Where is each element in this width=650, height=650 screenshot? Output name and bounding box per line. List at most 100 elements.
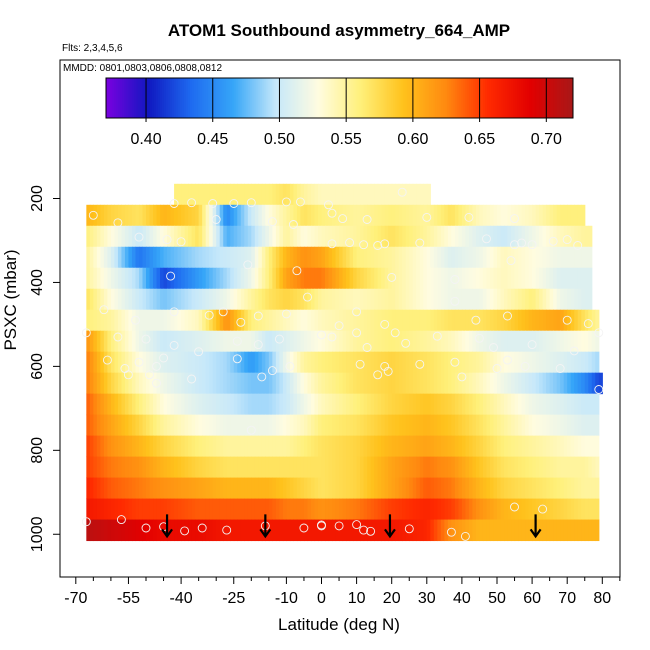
heatmap-cell <box>205 456 210 479</box>
heatmap-cell <box>131 288 137 311</box>
heatmap-cell <box>479 435 484 458</box>
colorbar-segment <box>295 78 299 118</box>
heatmap-cell <box>265 267 270 290</box>
heatmap-cell <box>497 393 502 416</box>
heatmap-cell <box>553 477 558 500</box>
heatmap-cell <box>293 309 298 332</box>
heatmap-cell <box>416 372 421 395</box>
heatmap-cell <box>433 372 438 395</box>
heatmap-cell <box>240 456 245 479</box>
heatmap-cell <box>500 330 505 353</box>
heatmap-cell <box>216 456 221 479</box>
heatmap-cell <box>279 393 284 416</box>
heatmap-cell <box>240 246 245 269</box>
heatmap-cell <box>377 246 382 269</box>
heatmap-cell <box>286 414 291 437</box>
heatmap-cell <box>128 225 133 248</box>
heatmap-cell <box>160 267 165 290</box>
heatmap-cell <box>177 477 182 500</box>
heatmap-cell <box>574 498 579 521</box>
heatmap-cell <box>209 393 214 416</box>
heatmap-cell <box>121 288 126 311</box>
heatmap-cell <box>475 498 481 521</box>
heatmap-cell <box>514 225 519 248</box>
heatmap-cell <box>107 225 112 248</box>
heatmap-cell <box>437 498 442 521</box>
colorbar-segment <box>505 78 508 118</box>
heatmap-cell <box>595 393 600 416</box>
colorbar-segment <box>417 78 420 118</box>
colorbar-segment <box>129 78 133 118</box>
colorbar-segment <box>285 78 289 118</box>
heatmap-cell <box>195 330 200 353</box>
heatmap-cell <box>265 372 270 395</box>
colorbar-segment <box>237 78 241 118</box>
x-tick-label: 60 <box>523 590 541 607</box>
heatmap-cell <box>581 435 586 458</box>
heatmap-cell <box>89 246 94 269</box>
heatmap-cell <box>447 309 452 332</box>
heatmap-cell <box>546 498 551 521</box>
heatmap-cell <box>317 309 323 332</box>
heatmap-cell <box>240 204 245 227</box>
heatmap-cell <box>486 414 491 437</box>
heatmap-cell <box>174 309 179 332</box>
heatmap-cell <box>367 183 372 206</box>
heatmap-cell <box>525 246 530 269</box>
colorbar-segment <box>251 78 255 118</box>
colorbar-segment <box>357 78 360 118</box>
heatmap-cell <box>332 498 337 521</box>
heatmap-cell <box>202 246 207 269</box>
heatmap-cell <box>584 309 589 332</box>
heatmap-cell <box>556 267 561 290</box>
heatmap-cell <box>388 267 393 290</box>
sample-point <box>257 372 267 382</box>
heatmap-cell <box>549 246 554 269</box>
heatmap-cell <box>433 330 438 353</box>
heatmap-cell <box>184 288 189 311</box>
heatmap-cell <box>272 414 277 437</box>
heatmap-cell <box>377 225 382 248</box>
heatmap-cell <box>146 477 151 500</box>
heatmap-cell <box>107 246 112 269</box>
heatmap-cell <box>138 519 144 542</box>
heatmap-cell <box>146 225 151 248</box>
heatmap-cell <box>325 456 330 479</box>
heatmap-cell <box>128 246 133 269</box>
y-tick-label: 400 <box>29 269 46 296</box>
colorbar-segment <box>349 78 352 118</box>
heatmap-cell <box>356 393 361 416</box>
heatmap-cell <box>289 519 295 542</box>
heatmap-cell <box>430 330 435 353</box>
heatmap-cell <box>170 309 175 332</box>
heatmap-cell <box>121 309 126 332</box>
heatmap-cell <box>279 225 284 248</box>
heatmap-cell <box>135 225 140 248</box>
heatmap-cell <box>293 393 298 416</box>
heatmap-cell <box>398 393 403 416</box>
heatmap-cell <box>128 519 133 542</box>
heatmap-cell <box>479 309 484 332</box>
heatmap-cell <box>177 519 182 542</box>
heatmap-cell <box>511 372 516 395</box>
heatmap-cell <box>395 477 400 500</box>
heatmap-cell <box>482 351 488 374</box>
heatmap-cell <box>317 183 323 206</box>
colorbar-segment <box>523 78 526 118</box>
heatmap-cell <box>395 498 400 521</box>
heatmap-cell <box>472 267 477 290</box>
heatmap-cell <box>100 267 105 290</box>
heatmap-cell <box>160 372 165 395</box>
sample-point <box>317 330 326 340</box>
heatmap-cell <box>581 351 586 374</box>
heatmap-cell <box>514 372 519 395</box>
heatmap-cell <box>96 372 101 395</box>
heatmap-cell <box>212 330 217 353</box>
heatmap-cell <box>293 351 298 374</box>
heatmap-cell <box>339 372 344 395</box>
heatmap-cell <box>103 414 108 437</box>
heatmap-cell <box>286 288 291 311</box>
heatmap-cell <box>412 372 417 395</box>
heatmap-cell <box>314 288 319 311</box>
heatmap-cell <box>405 225 410 248</box>
